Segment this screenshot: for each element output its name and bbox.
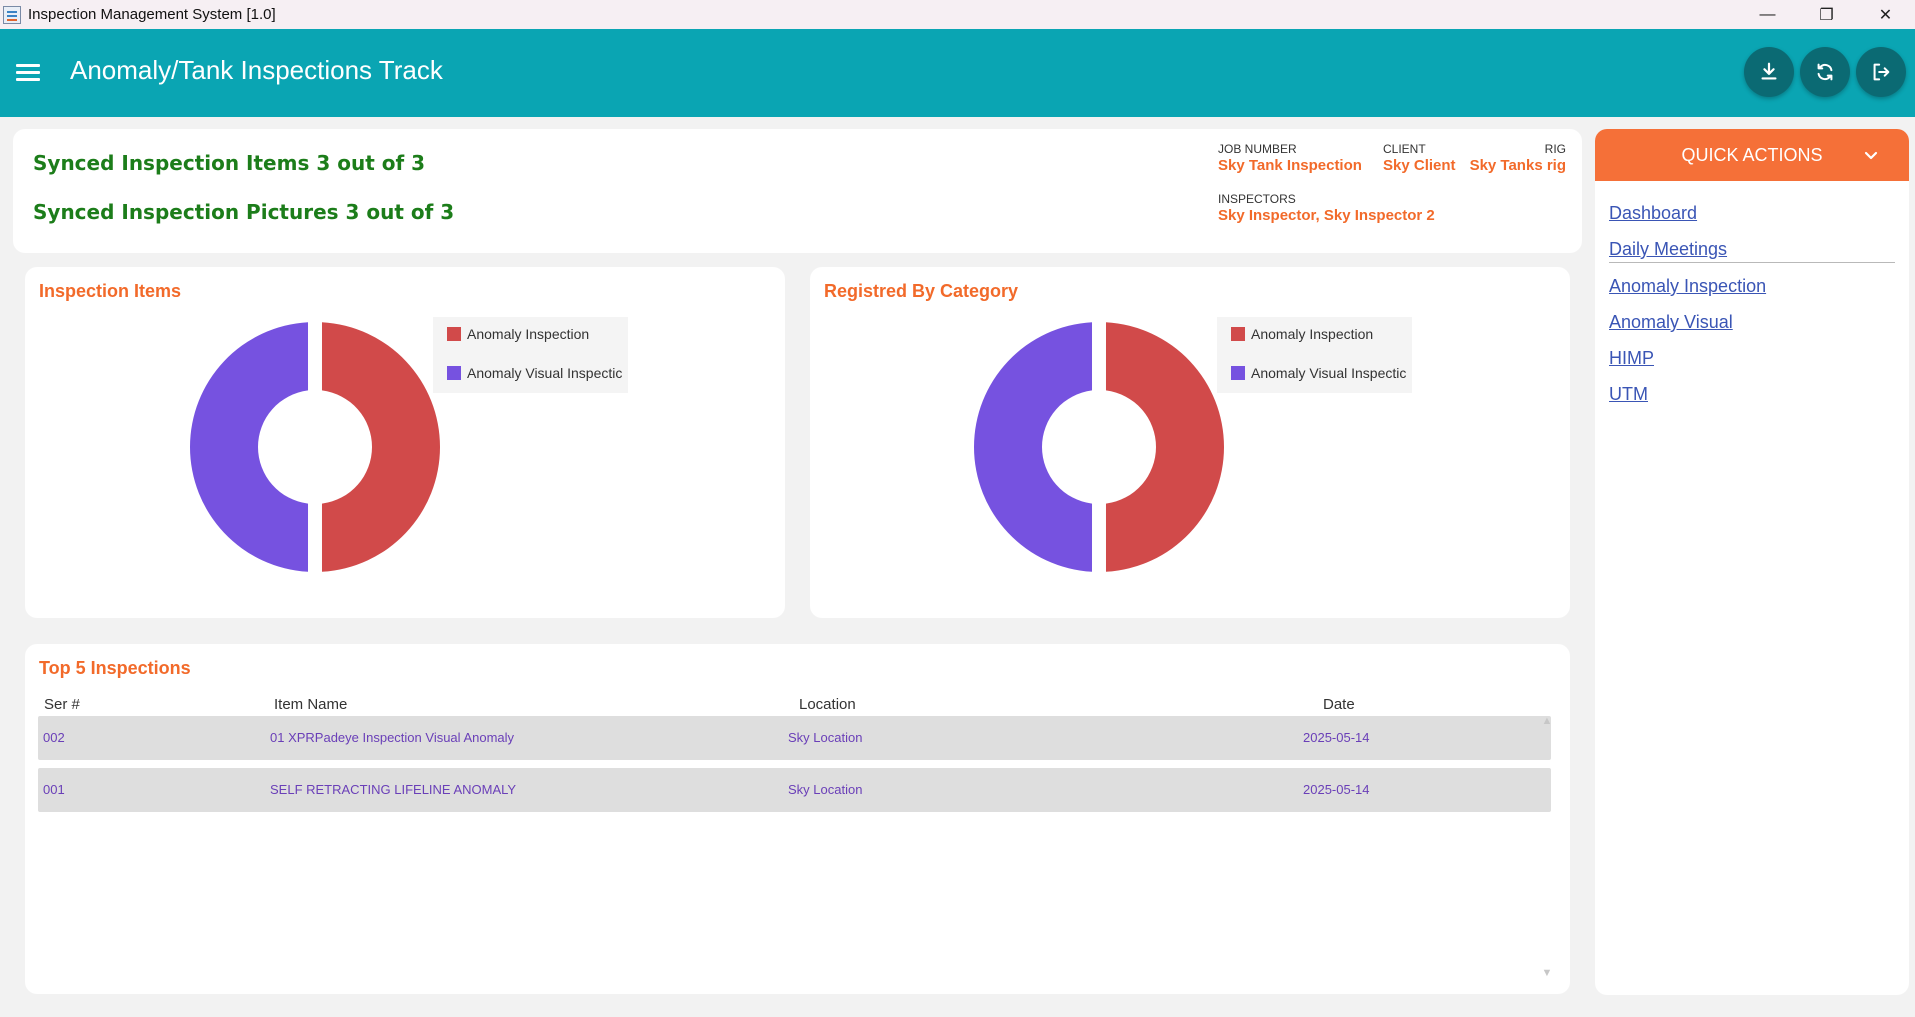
legend-swatch [447, 366, 461, 380]
quick-link-himp[interactable]: HIMP [1609, 348, 1654, 368]
registered-by-category-chart-card: Registred By Category Anomaly Inspection… [810, 267, 1570, 618]
quick-link-dashboard[interactable]: Dashboard [1609, 203, 1698, 223]
menu-icon[interactable] [16, 64, 40, 82]
quick-actions-header[interactable]: QUICK ACTIONS [1595, 129, 1909, 181]
column-header-date[interactable]: Date [1323, 696, 1355, 713]
close-button[interactable]: ✕ [1878, 6, 1893, 24]
legend-item: Anomaly Inspection [1231, 326, 1373, 342]
table-row[interactable]: 001 SELF RETRACTING LIFELINE ANOMALY Sky… [38, 768, 1551, 812]
window-controls: — ❐ ✕ [1738, 0, 1915, 29]
pie-slice-anomaly-visual-inspectic[interactable] [190, 322, 309, 572]
quick-link-utm[interactable]: UTM [1609, 384, 1648, 404]
download-icon [1761, 62, 1777, 80]
inspection-items-chart-card: Inspection Items Anomaly Inspection Anom… [25, 267, 785, 618]
pie-slice-anomaly-inspection[interactable] [1105, 322, 1224, 572]
legend-label: Anomaly Inspection [1251, 326, 1374, 342]
cell-ser: 002 [43, 730, 65, 745]
legend-item: Anomaly Inspection [447, 326, 589, 342]
column-header-ser[interactable]: Ser # [44, 696, 80, 713]
legend-swatch [1231, 366, 1245, 380]
window-title: Inspection Management System [1.0] [28, 6, 276, 23]
logout-icon [1873, 63, 1890, 81]
scroll-up-icon[interactable]: ▲ [1541, 715, 1553, 727]
quick-link-anomaly-inspection[interactable]: Anomaly Inspection [1609, 276, 1767, 296]
app-icon [3, 5, 21, 24]
chart-title: Inspection Items [39, 281, 182, 301]
minimize-button[interactable]: — [1759, 5, 1776, 23]
inspection-items-donut [190, 322, 440, 572]
legend-swatch [447, 327, 461, 341]
synced-items-text: Synced Inspection Items 3 out of 3 [33, 151, 426, 175]
divider [1609, 262, 1895, 263]
sync-status-card: Synced Inspection Items 3 out of 3 Synce… [13, 129, 1582, 253]
cell-ser: 001 [43, 782, 65, 797]
chart-title: Registred By Category [824, 281, 1019, 301]
app-header: Anomaly/Tank Inspections Track [0, 29, 1915, 117]
cell-date: 2025-05-14 [1303, 782, 1370, 797]
cell-item-name: 01 XPRPadeye Inspection Visual Anomaly [270, 730, 515, 745]
column-header-location[interactable]: Location [799, 696, 856, 713]
client-value: Sky Client [1383, 157, 1456, 174]
cell-location: Sky Location [788, 782, 863, 797]
client-label: CLIENT [1383, 142, 1426, 156]
quick-link-anomaly-visual[interactable]: Anomaly Visual [1609, 312, 1733, 332]
cell-date: 2025-05-14 [1303, 730, 1370, 745]
legend-item: Anomaly Visual Inspectic [1231, 365, 1406, 381]
chart-legend: Anomaly Inspection Anomaly Visual Inspec… [1217, 317, 1412, 393]
quick-actions-title: QUICK ACTIONS [1681, 144, 1823, 165]
job-number-label: JOB NUMBER [1218, 142, 1297, 156]
inspectors-label: INSPECTORS [1218, 192, 1296, 206]
scroll-down-icon[interactable]: ▼ [1541, 967, 1553, 979]
table-row[interactable]: 002 01 XPRPadeye Inspection Visual Anoma… [38, 716, 1551, 760]
legend-swatch [1231, 327, 1245, 341]
page-title: Anomaly/Tank Inspections Track [70, 55, 443, 85]
inspectors-value: Sky Inspector, Sky Inspector 2 [1218, 207, 1435, 224]
synced-pictures-text: Synced Inspection Pictures 3 out of 3 [33, 200, 455, 224]
cell-item-name: SELF RETRACTING LIFELINE ANOMALY [270, 782, 517, 797]
table-title: Top 5 Inspections [39, 658, 191, 678]
legend-label: Anomaly Inspection [467, 326, 590, 342]
rig-label: RIG [1544, 142, 1566, 156]
download-button[interactable] [1744, 47, 1794, 97]
sync-icon [1817, 63, 1833, 81]
registered-by-category-donut [974, 322, 1224, 572]
legend-label: Anomaly Visual Inspectic [467, 365, 623, 381]
column-header-item-name[interactable]: Item Name [274, 696, 348, 713]
pie-slice-anomaly-inspection[interactable] [321, 322, 440, 572]
legend-label: Anomaly Visual Inspectic [1251, 365, 1407, 381]
logout-button[interactable] [1856, 47, 1906, 97]
sync-button[interactable] [1800, 47, 1850, 97]
rig-value: Sky Tanks rig [1469, 157, 1566, 174]
legend-item: Anomaly Visual Inspectic [447, 365, 622, 381]
job-number-value: Sky Tank Inspection [1218, 157, 1362, 174]
window-titlebar: Inspection Management System [1.0] — ❐ ✕ [0, 0, 1915, 29]
restore-button[interactable]: ❐ [1819, 6, 1834, 24]
top-inspections-card: Top 5 Inspections Ser # Item Name Locati… [25, 644, 1570, 994]
quick-link-daily-meetings[interactable]: Daily Meetings [1609, 239, 1728, 259]
pie-slice-anomaly-visual-inspectic[interactable] [974, 322, 1093, 572]
chart-legend: Anomaly Inspection Anomaly Visual Inspec… [433, 317, 628, 393]
chevron-down-icon [1864, 151, 1878, 160]
quick-actions-panel: QUICK ACTIONS Dashboard Daily Meetings A… [1595, 129, 1909, 995]
cell-location: Sky Location [788, 730, 863, 745]
